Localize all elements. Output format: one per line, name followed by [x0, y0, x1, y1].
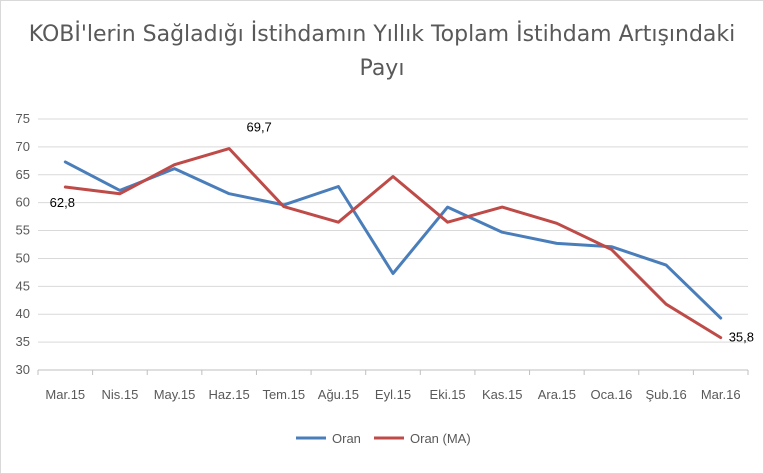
y-tick-label: 35 — [16, 334, 30, 349]
y-tick-label: 75 — [16, 111, 30, 126]
data-label: 62,8 — [50, 195, 75, 210]
series-lines — [63, 147, 723, 340]
data-labels: 62,8 69,7 35,8 — [50, 120, 754, 345]
y-tick-label: 40 — [16, 306, 30, 321]
y-tick-label: 55 — [16, 223, 30, 238]
x-tick-label: Mar.16 — [701, 387, 741, 402]
chart-title-line-2: Payı — [359, 56, 405, 81]
y-tick-label: 50 — [16, 250, 30, 265]
x-tick-label: Eyl.15 — [375, 387, 411, 402]
y-tick-label: 30 — [16, 362, 30, 377]
x-tick-label: Ara.15 — [538, 387, 576, 402]
x-tick-label: Eki.15 — [430, 387, 466, 402]
series-line-0 — [63, 160, 723, 320]
y-tick-label: 60 — [16, 195, 30, 210]
data-label: 69,7 — [246, 120, 271, 135]
legend-label: Oran — [332, 431, 361, 446]
data-label: 35,8 — [729, 330, 754, 345]
chart-title-line-1: KOBİ'lerin Sağladığı İstihdamın Yıllık T… — [28, 22, 736, 47]
x-tick-label: May.15 — [154, 387, 196, 402]
axes: 30 35 40 45 50 55 60 65 70 75 Mar.15 Nis.15 May.15 Ha… — [16, 111, 749, 402]
x-tick-label: Ağu.15 — [318, 387, 359, 402]
x-tick-label: Kas.15 — [482, 387, 522, 402]
x-tick-label: Nis.15 — [101, 387, 138, 402]
gridlines — [38, 118, 748, 343]
x-tick-label: Haz.15 — [209, 387, 250, 402]
y-tick-label: 45 — [16, 278, 30, 293]
legend-label: Oran (MA) — [410, 431, 471, 446]
x-tick-label: Oca.16 — [591, 387, 633, 402]
y-tick-label: 70 — [16, 139, 30, 154]
x-tick-label: Tem.15 — [262, 387, 305, 402]
y-tick-label: 65 — [16, 167, 30, 182]
x-tick-label: Şub.16 — [645, 387, 686, 402]
chart-title: KOBİ'lerin Sağladığı İstihdamın Yıllık T… — [0, 18, 764, 86]
legend: Oran Oran (MA) — [296, 431, 471, 446]
series-line-1 — [63, 147, 723, 340]
x-tick-label: Mar.15 — [45, 387, 85, 402]
